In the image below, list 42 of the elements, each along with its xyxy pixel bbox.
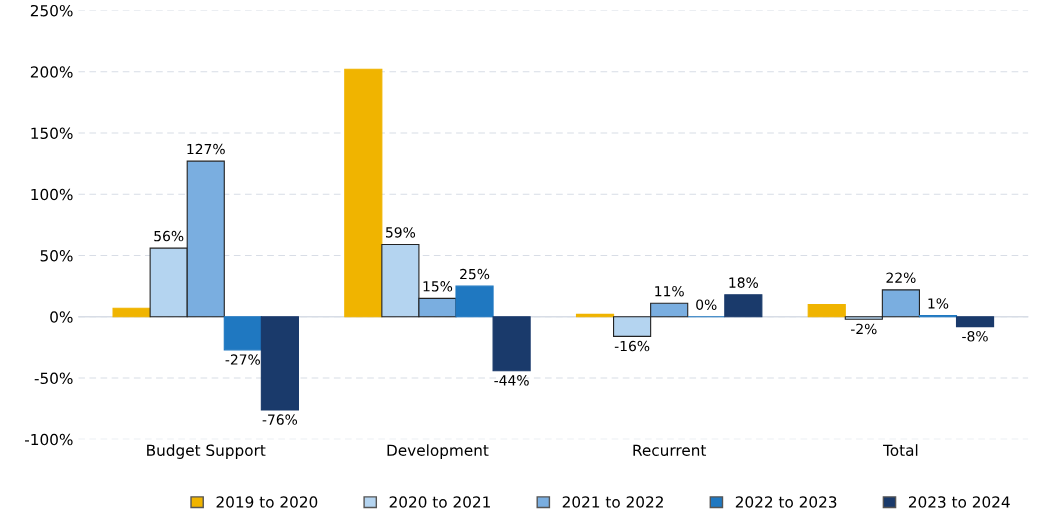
bar [223,316,262,351]
bar [344,68,383,318]
legend-label: 2020 to 2021 [389,496,490,508]
data-label: 59% [386,227,416,238]
data-label: 127% [187,143,225,155]
data-label: 15% [423,281,453,292]
data-label: -8% [962,331,988,342]
data-label: -76% [262,414,298,425]
x-tick-label: Budget Support [147,444,266,459]
data-label: 56% [154,230,184,242]
bar [955,316,995,328]
legend-label: 2019 to 2020 [216,496,318,508]
data-label: 18% [729,277,758,288]
y-tick-label: -50% [34,372,73,385]
data-label: -2% [850,323,877,335]
bar [455,285,494,318]
x-tick-label: Recurrent [633,444,707,457]
y-tick-label: 0% [50,311,73,323]
y-tick-label: 100% [31,188,73,201]
y-tick-label: 200% [30,66,73,78]
bar [492,316,531,372]
y-tick-label: -100% [25,433,73,446]
data-label: -16% [614,340,650,352]
y-tick-label: 150% [31,127,73,140]
data-label: 0% [696,299,717,310]
legend-label: 2023 to 2024 [908,496,1010,508]
bar [112,307,151,318]
data-label: 25% [460,268,490,280]
legend-label: 2021 to 2022 [562,496,663,508]
y-tick-label: 250% [30,4,73,17]
data-label: -44% [494,375,529,386]
x-tick-label: Development [387,444,489,459]
data-label: 11% [655,285,684,297]
x-tick-label: Total [883,444,918,457]
data-label: -27% [225,354,260,365]
bar [724,294,763,318]
data-label: 22% [886,272,916,283]
y-tick-label: 50% [40,249,73,262]
data-label: 1% [928,298,949,309]
bar [807,303,846,318]
legend-label: 2022 to 2023 [735,496,837,508]
bar [260,316,299,411]
